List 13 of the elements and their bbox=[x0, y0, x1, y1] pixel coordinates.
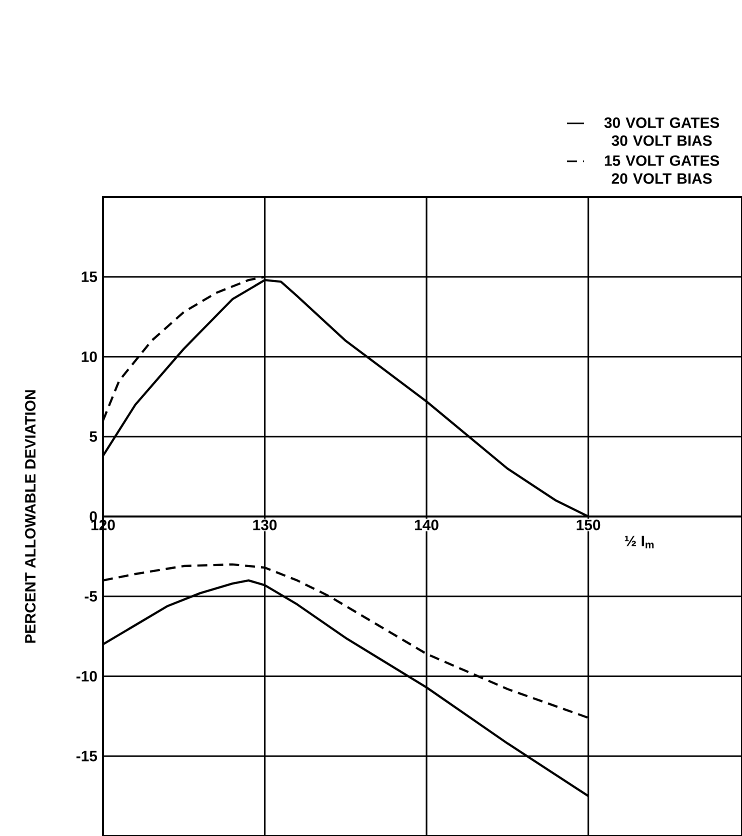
legend-label: 30 VOLT GATES 30 VOLT BIAS bbox=[604, 117, 720, 146]
y-tick-label: 5 bbox=[90, 431, 98, 442]
x-tick-label: 140 bbox=[415, 520, 438, 530]
y-tick-label: -15 bbox=[76, 750, 98, 762]
x-tick-label: 130 bbox=[253, 520, 277, 530]
y-axis-title: PERCENT ALLOWABLE DEVIATION bbox=[24, 390, 36, 643]
legend-label: 15 VOLT GATES 20 VOLT BIAS bbox=[604, 155, 720, 184]
y-tick-label: 10 bbox=[82, 351, 97, 362]
x-axis-title: ½ I$_{m}$ bbox=[624, 536, 654, 548]
y-tick-label: -5 bbox=[84, 591, 98, 602]
x-tick-label: 150 bbox=[576, 520, 600, 530]
y-tick-label: 15 bbox=[82, 272, 98, 282]
y-tick-label: -10 bbox=[76, 670, 97, 682]
